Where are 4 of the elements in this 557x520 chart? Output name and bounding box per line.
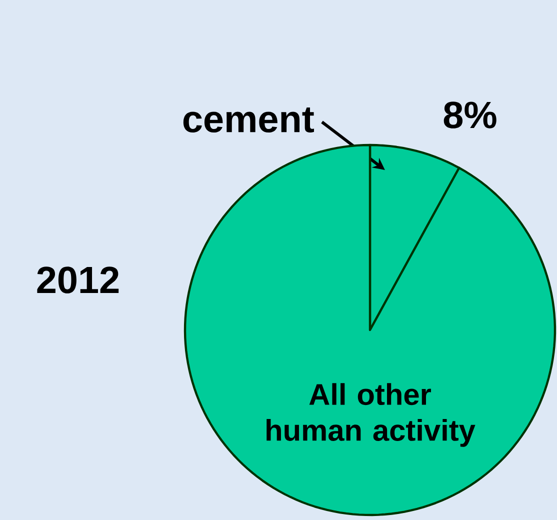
data-label: 8% bbox=[444, 102, 496, 128]
slice-label: cement bbox=[183, 107, 314, 133]
text: 2012 bbox=[37, 266, 119, 294]
slice-label: All other human activity bbox=[266, 383, 476, 447]
